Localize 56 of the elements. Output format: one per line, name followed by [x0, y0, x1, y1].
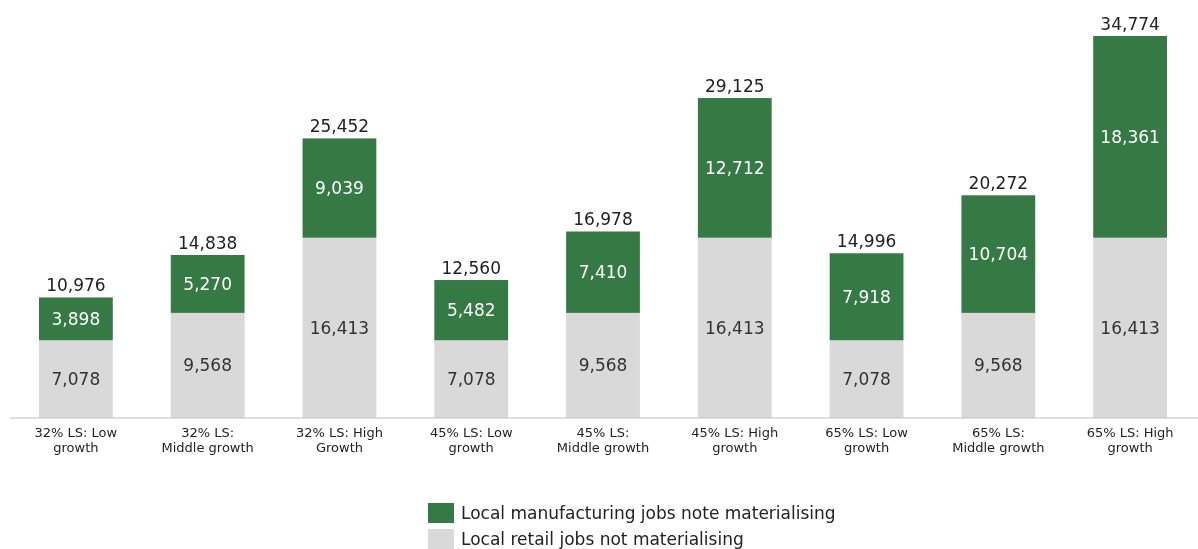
x-tick-label: 45% LS: Middle growth — [556, 425, 650, 455]
total-label: 12,560 — [441, 258, 501, 279]
data-label: 7,410 — [578, 262, 628, 283]
x-tick-label: 65% LS: High growth — [1086, 425, 1174, 455]
bar — [697, 98, 772, 238]
data-label: 3,898 — [51, 308, 101, 329]
x-tick-label: 45% LS: High growth — [691, 425, 779, 455]
data-label: 7,918 — [842, 286, 891, 307]
total-label: 34,774 — [1100, 14, 1160, 34]
bar — [38, 340, 113, 418]
total-label: 16,978 — [573, 209, 633, 230]
data-label: 7,078 — [446, 369, 496, 390]
data-label: 18,361 — [1100, 126, 1160, 147]
x-tick-label: 45% LS: Low growth — [429, 425, 513, 455]
x-tick-label: 65% LS: Low growth — [825, 425, 909, 455]
bar — [170, 255, 245, 313]
data-label: 9,568 — [974, 355, 1023, 376]
data-label: 5,270 — [183, 273, 232, 294]
data-label: 16,413 — [309, 317, 370, 338]
data-label: 7,078 — [51, 369, 101, 390]
x-tick-label: 32% LS: Low growth — [34, 425, 118, 455]
data-label: 16,413 — [1100, 317, 1160, 338]
data-label: 9,568 — [578, 355, 628, 376]
bar — [434, 340, 509, 418]
legend-label: Local manufacturing jobs note materialising — [461, 503, 836, 523]
data-label: 10,704 — [968, 244, 1029, 265]
bar — [566, 312, 640, 418]
total-label: 20,272 — [968, 173, 1029, 194]
total-label: 29,125 — [705, 76, 765, 97]
bar — [302, 138, 377, 238]
bar — [829, 340, 904, 418]
total-label: 14,996 — [836, 231, 897, 252]
data-label: 12,712 — [705, 157, 765, 178]
bar — [170, 312, 245, 418]
bar — [1093, 237, 1168, 418]
data-label: 9,039 — [315, 178, 364, 199]
bar — [961, 312, 1036, 418]
legend-label: Local retail jobs not materialising — [461, 529, 744, 549]
data-label: 7,078 — [842, 369, 891, 390]
data-label: 5,482 — [446, 300, 496, 321]
x-tick-label: 32% LS: Middle growth — [161, 425, 254, 455]
total-label: 14,838 — [177, 233, 238, 253]
bar — [697, 237, 772, 418]
x-tick-label: 65% LS: Middle growth — [952, 425, 1045, 455]
data-label: 16,413 — [705, 317, 765, 338]
total-label: 10,976 — [46, 275, 106, 296]
data-label: 9,568 — [183, 355, 232, 376]
bar — [302, 237, 377, 418]
bar — [829, 253, 904, 341]
bar — [434, 280, 509, 341]
bar — [961, 195, 1036, 313]
total-label: 25,452 — [309, 116, 370, 137]
bar — [38, 297, 113, 341]
bar — [1093, 36, 1168, 238]
bar — [566, 231, 640, 313]
x-tick-label: 32% LS: High Growth — [295, 425, 383, 455]
